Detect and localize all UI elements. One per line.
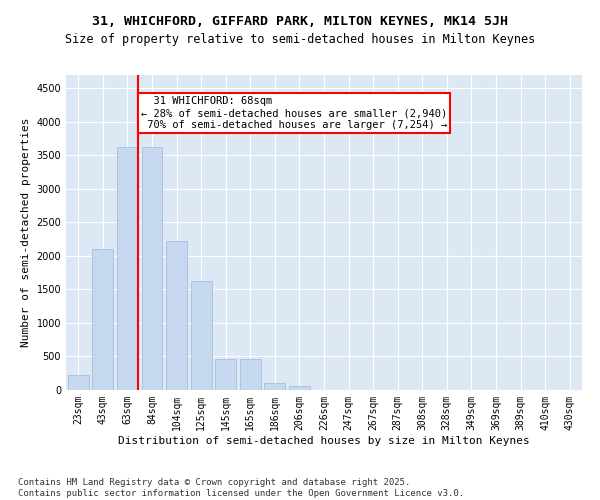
Text: Contains HM Land Registry data © Crown copyright and database right 2025.
Contai: Contains HM Land Registry data © Crown c… xyxy=(18,478,464,498)
Bar xyxy=(191,282,212,390)
Bar xyxy=(92,250,113,390)
Text: 31 WHICHFORD: 68sqm  
← 28% of semi-detached houses are smaller (2,940)
 70% of : 31 WHICHFORD: 68sqm ← 28% of semi-detach… xyxy=(141,96,447,130)
Bar xyxy=(142,148,163,390)
Bar xyxy=(240,359,261,390)
Text: Size of property relative to semi-detached houses in Milton Keynes: Size of property relative to semi-detach… xyxy=(65,32,535,46)
Bar xyxy=(166,240,187,390)
Text: 31, WHICHFORD, GIFFARD PARK, MILTON KEYNES, MK14 5JH: 31, WHICHFORD, GIFFARD PARK, MILTON KEYN… xyxy=(92,15,508,28)
Bar xyxy=(289,386,310,390)
Y-axis label: Number of semi-detached properties: Number of semi-detached properties xyxy=(21,118,31,347)
Bar xyxy=(117,148,138,390)
Bar xyxy=(265,384,286,390)
Bar xyxy=(68,374,89,390)
Bar xyxy=(215,359,236,390)
X-axis label: Distribution of semi-detached houses by size in Milton Keynes: Distribution of semi-detached houses by … xyxy=(118,436,530,446)
